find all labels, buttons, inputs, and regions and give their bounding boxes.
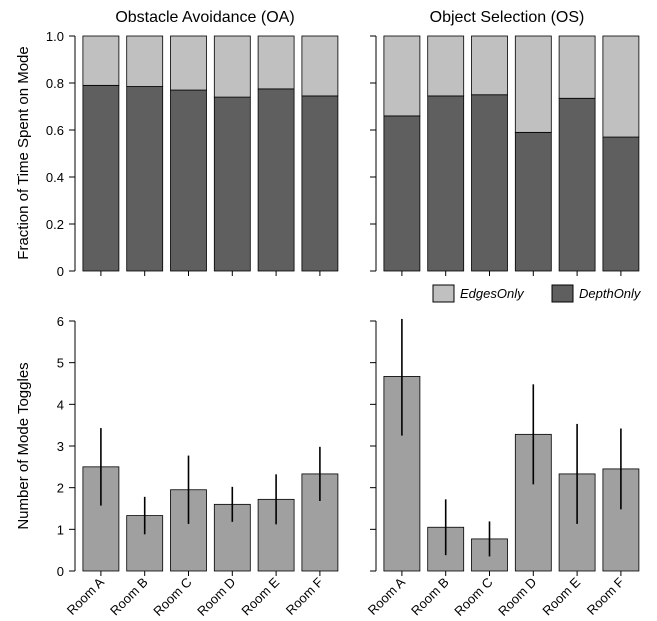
bar-depthonly	[301, 95, 339, 272]
bar-depthonly	[514, 131, 552, 272]
bar-edgesonly	[383, 35, 421, 117]
bar-depthonly	[257, 88, 295, 272]
x-tick-label: Room D	[194, 575, 238, 619]
legend: EdgesOnly DepthOnly	[432, 284, 642, 303]
x-tick-label: Room F	[283, 574, 326, 617]
bar-edgesonly	[126, 35, 164, 87]
legend-label-depth: DepthOnly	[579, 286, 642, 301]
bar-edgesonly	[558, 35, 596, 99]
bar-edgesonly	[213, 35, 251, 98]
bar-depthonly	[213, 96, 251, 272]
x-tick-label: Room A	[365, 574, 409, 618]
y-tick-label: 0.6	[46, 123, 64, 138]
y-tick-label: 0.8	[46, 76, 64, 91]
y-tick-label: 0	[57, 564, 64, 579]
panel-os-toggles: Room A Room B Room C Room D Room E Room F	[365, 318, 640, 619]
bar-edgesonly	[301, 35, 339, 97]
x-tick-label: Room C	[150, 575, 194, 619]
y-tick-label: 0.2	[46, 217, 64, 232]
y-tick-label: 3	[57, 439, 64, 454]
y-tick-label: 6	[57, 314, 64, 329]
bar-depthonly	[427, 95, 465, 272]
bar-depthonly	[170, 89, 207, 272]
bar-depthonly	[383, 115, 421, 272]
os-title: Object Selection (OS)	[430, 9, 585, 26]
bar-depthonly	[126, 86, 164, 272]
x-tick-label: Room E	[539, 574, 583, 618]
bar-edgesonly	[427, 35, 465, 97]
y-tick-label: 1.0	[46, 29, 64, 44]
panel-oa-fraction: 0 0.2 0.4 0.6 0.8 1.0	[46, 29, 339, 279]
bar-edgesonly	[170, 35, 207, 91]
y-tick-label: 2	[57, 481, 64, 496]
bar-depthonly	[82, 84, 120, 272]
bar-edgesonly	[602, 35, 640, 138]
bar-edgesonly	[514, 35, 552, 133]
y-tick-label: 4	[57, 397, 64, 412]
x-tick-label: Room D	[495, 575, 539, 619]
x-tick-label: Room B	[107, 575, 151, 619]
bar-depthonly	[471, 94, 508, 272]
toggles-y-axis-label: Number of Mode Toggles	[15, 362, 32, 529]
bar-edgesonly	[82, 35, 120, 86]
legend-swatch-depth	[551, 284, 574, 303]
panel-oa-toggles: 0 1 2 3 4 5 6 Room A Room B Room C Room D Room E Roo…	[57, 314, 339, 619]
x-tick-label: Room A	[64, 574, 108, 618]
x-tick-label: Room F	[584, 574, 627, 617]
legend-label-edges: EdgesOnly	[460, 286, 525, 301]
bar-depthonly	[558, 97, 596, 272]
y-tick-label: 1	[57, 522, 64, 537]
bar-edgesonly	[257, 35, 295, 90]
x-tick-label: Room C	[451, 575, 495, 619]
legend-swatch-edges	[432, 284, 455, 303]
fraction-y-axis-label: Fraction of Time Spent on Mode	[15, 46, 32, 259]
bar-edgesonly	[471, 35, 508, 96]
oa-title: Obstacle Avoidance (OA)	[115, 9, 294, 26]
bar-depthonly	[602, 136, 640, 272]
y-tick-label: 0	[57, 264, 64, 279]
panel-os-fraction	[370, 35, 640, 276]
x-tick-label: Room E	[238, 574, 282, 618]
y-tick-label: 5	[57, 356, 64, 371]
y-tick-label: 0.4	[46, 170, 64, 185]
x-tick-label: Room B	[408, 575, 452, 619]
